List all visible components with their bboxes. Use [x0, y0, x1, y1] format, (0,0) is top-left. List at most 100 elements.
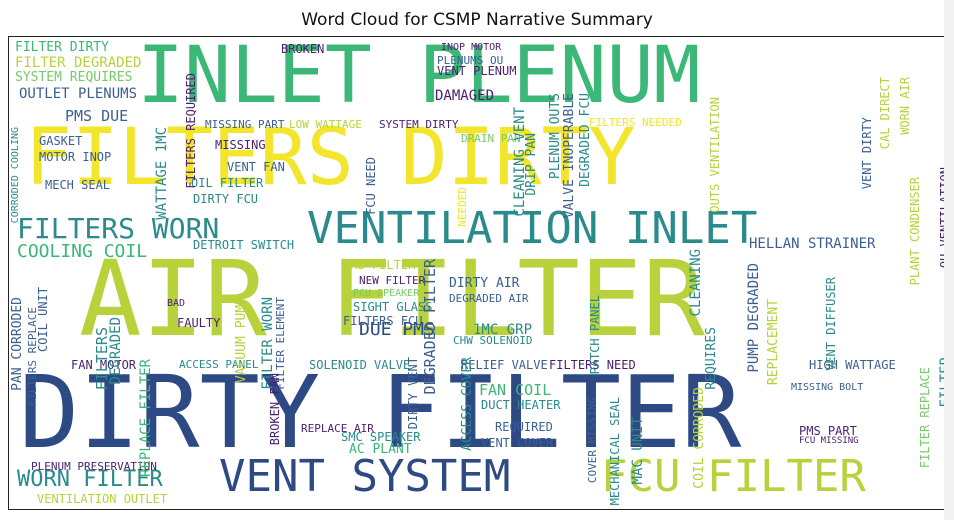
cloud-word: 1MC GRP: [473, 322, 533, 338]
cloud-word: SIGHT GLASS: [353, 300, 433, 314]
cloud-word: PLENUM PRESERVATION: [31, 460, 157, 473]
cloud-word: VENT FAN: [227, 160, 285, 174]
cloud-word: FILTER DEGRADED: [15, 55, 142, 71]
cloud-word: DIRTY AIR: [449, 276, 520, 291]
cloud-word: MISSING PART: [205, 118, 285, 131]
cloud-word: CAL DIRECT: [878, 77, 892, 150]
cloud-word: PMS DUE: [65, 107, 129, 125]
cloud-word: CORRODED COOLING: [10, 127, 21, 224]
cloud-word: COVER MISSING: [586, 397, 599, 484]
cloud-word: HIGH WATTAGE: [809, 358, 896, 372]
cloud-word: OIL FILTER: [191, 176, 264, 190]
cloud-word: VENT DIRTY: [860, 117, 874, 190]
cloud-word: MISSING: [215, 138, 266, 152]
cloud-word: FCU FILTER: [601, 451, 866, 502]
cloud-word: MAC UNIT: [630, 417, 646, 485]
cloud-word: DIRTY FILTER: [19, 354, 742, 471]
cloud-word: GASKET: [39, 134, 83, 148]
cloud-word: CHW SOLENOID: [453, 334, 533, 347]
cloud-word: DUCT HEATER: [481, 398, 561, 412]
cloud-word: SYSTEM DIRTY: [379, 118, 459, 131]
chart-title: Word Cloud for CSMP Narrative Summary: [301, 10, 653, 30]
cloud-word: MOTOR INOP: [39, 150, 112, 164]
cloud-word: DIRTY FCU: [193, 192, 259, 206]
cloud-word: AC PLANT: [349, 442, 412, 457]
cloud-word: WORN FILTER: [17, 467, 163, 492]
cloud-word: FILTERS DIRTY: [25, 113, 636, 203]
cloud-word: DEGRADED FCU: [578, 93, 593, 187]
cloud-word: DRIP PAN: [524, 133, 539, 196]
cloud-word: REQUIRES: [704, 327, 719, 390]
cloud-word: VENT SYSTEM: [219, 451, 511, 502]
cloud-word: REPLACE FILTER: [138, 359, 154, 478]
cloud-word: SMC SPEAKER: [341, 430, 421, 444]
cloud-word: VENTILATION INLET: [307, 203, 758, 254]
window-edge: [944, 0, 954, 520]
cloud-word: DEGRADED FILTER: [421, 259, 439, 395]
cloud-word: REQUIRED: [495, 420, 553, 434]
cloud-word: FCU NEED: [364, 157, 378, 215]
cloud-word: PAN CORRODED: [10, 297, 25, 391]
cloud-word: PLENUM OUTS: [548, 93, 563, 180]
cloud-word: FILTER DIRTY: [15, 40, 109, 55]
cloud-word: ACCESS PANEL: [179, 358, 259, 371]
cloud-word: DIRTY VENT: [406, 357, 420, 430]
cloud-word: BROKEN: [281, 42, 325, 56]
cloud-word: AIR FILTER: [79, 238, 706, 360]
cloud-word: VENTILATION OUTLET: [37, 492, 168, 506]
cloud-word: SOLENOID VALVE: [309, 358, 411, 372]
cloud-word: FILTERS NEED: [549, 358, 636, 372]
cloud-word: DUE PMS: [359, 319, 435, 340]
cloud-word: DRAIN PAN: [461, 132, 521, 145]
word-cloud-canvas: INLET PLENUM FILTERS DIRTY AIR FILTER DIRTY…: [8, 36, 946, 510]
cloud-word: VENT PLENUM: [437, 64, 517, 78]
cloud-word: DEGRADED AIR: [449, 292, 529, 305]
cloud-word: REPLACEMENT: [766, 299, 781, 386]
cloud-word: FCU MISSING: [799, 436, 859, 446]
cloud-word: DAMAGED: [435, 88, 495, 104]
cloud-word: FILTER REPLACE: [918, 367, 932, 469]
cloud-word: SYSTEM REQUIRES: [15, 70, 133, 85]
cloud-word: VALVE INOPERABLE: [562, 93, 577, 219]
cloud-word: OUTLET PLENUMS: [19, 86, 138, 102]
cloud-word: MECH SEAL: [45, 178, 111, 192]
cloud-word: RELIEF VALVE: [461, 358, 548, 372]
cloud-word: MISSING BOLT: [791, 382, 864, 393]
cloud-word: FAN MOTOR: [71, 358, 137, 372]
cloud-word: DEGRADED: [108, 317, 124, 385]
cloud-word: REPLACE AIR: [301, 422, 374, 435]
cloud-word: BROKEN FAN: [268, 373, 282, 446]
cloud-word: DETROIT SWITCH: [193, 238, 295, 252]
cloud-word: VACUUM PUMP: [234, 297, 249, 384]
cloud-word: FILTERS NEEDED: [589, 116, 682, 129]
cloud-word: WORN AIR: [898, 77, 912, 135]
cloud-word: INOP MOTOR: [441, 42, 502, 53]
cloud-word: WATTAGE 1MC: [154, 127, 170, 220]
cloud-word: ACCESS COVER: [460, 357, 475, 451]
cloud-word: PLANT CONDENSER: [908, 177, 922, 286]
cloud-word: BAD: [167, 298, 186, 309]
cloud-word: CLEANING: [688, 249, 704, 317]
cloud-word: LOW WATTAGE: [289, 118, 362, 131]
cloud-word: FAN COIL: [479, 381, 552, 399]
cloud-word: FAULTY: [177, 316, 221, 330]
cloud-word: PUMP DEGRADED: [746, 263, 762, 373]
cloud-word: FILTERS WORN: [17, 212, 220, 245]
cloud-word: FILTERS REQUIRED: [184, 73, 198, 189]
cloud-word: FILTERS REPLACE: [26, 307, 39, 407]
cloud-word: VENT DIFFUSER: [824, 277, 838, 371]
cloud-word: PATCH PANEL: [588, 295, 602, 375]
cloud-word: FILTERS FCU: [343, 314, 423, 328]
cloud-word: COOLING COIL: [17, 241, 148, 262]
cloud-word: VENT COVER: [481, 436, 554, 450]
cloud-word: PMS PART: [799, 424, 857, 438]
cloud-word: HELLAN STRAINER: [749, 236, 876, 252]
cloud-word: PLENUMS OU: [437, 54, 504, 67]
cloud-word: COIL CORRODED: [692, 387, 707, 489]
cloud-word: MECHANICAL SEAL: [608, 397, 622, 506]
cloud-word: OUTS VENTILATION: [708, 97, 722, 213]
cloud-word: PMS FILTER: [343, 258, 416, 272]
cloud-word: FCU SPEAKER: [353, 288, 420, 299]
cloud-word: NEEDED: [456, 187, 469, 227]
cloud-word: INLET PLENUM: [137, 36, 701, 121]
